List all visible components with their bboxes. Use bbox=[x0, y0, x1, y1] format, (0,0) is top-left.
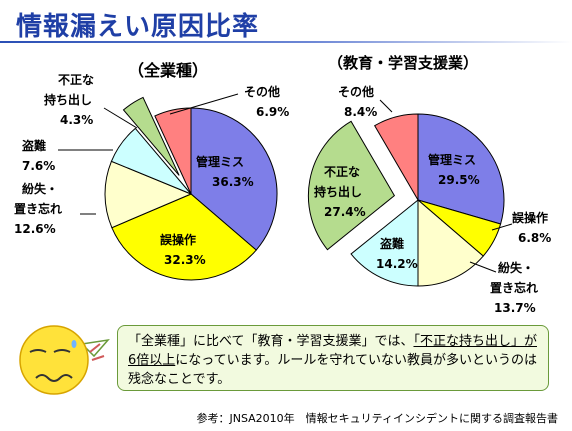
left-slice-gosousa bbox=[111, 193, 257, 281]
left-chart-title: （全業種） bbox=[128, 61, 208, 80]
right-label-sonota-name: その他 bbox=[338, 84, 374, 99]
right-label-fusei-l1: 不正な bbox=[324, 165, 360, 179]
right-label-tounan-val: 14.2% bbox=[376, 257, 418, 271]
source-note: 参考：JNSA2010年 情報セキュリティインシデントに関する調査報告書 bbox=[196, 412, 558, 425]
left-label-sonota-val: 6.9% bbox=[256, 105, 289, 119]
callout-text-highlight: 「不正な持ち出し」が6倍以上 bbox=[128, 334, 537, 368]
right-label-kanri-name: 管理ミス bbox=[428, 152, 476, 167]
left-pie bbox=[104, 96, 278, 281]
right-label-funshitsu-l1: 紛失・ bbox=[498, 260, 534, 275]
left-label-kanri-val: 36.3% bbox=[212, 175, 254, 189]
leader-left-fusei bbox=[103, 107, 138, 129]
right-label-gosousa-name: 誤操作 bbox=[512, 210, 548, 225]
right-slice-tounan bbox=[350, 198, 419, 287]
left-label-tounan-name: 盗難 bbox=[22, 138, 46, 153]
callout-text-part3: になっています。ルールを守れていない教員が多いというのは残念なことです。 bbox=[128, 353, 537, 387]
right-slice-fusei bbox=[307, 120, 396, 251]
right-slice-sonota bbox=[374, 113, 419, 202]
leader-right-gosousa bbox=[491, 223, 513, 231]
callout-box: 「全業種」に比べて「教育・学習支援業」では、「不正な持ち出し」が6倍以上になって… bbox=[117, 325, 549, 391]
right-label-kanri-val: 29.5% bbox=[438, 173, 480, 187]
right-label-fusei-val: 27.4% bbox=[324, 205, 366, 219]
leader-lines bbox=[58, 93, 513, 273]
left-label-sonota-name: その他 bbox=[244, 84, 280, 99]
left-label-tounan-val: 7.6% bbox=[22, 159, 55, 173]
left-label-fusei-val: 4.3% bbox=[60, 113, 93, 127]
right-label-tounan-name: 盗難 bbox=[380, 236, 404, 251]
leader-right-funshitsu bbox=[469, 261, 497, 273]
right-label-gosousa-val: 6.8% bbox=[518, 231, 551, 245]
left-label-funshitsu-l1: 紛失・ bbox=[22, 181, 58, 196]
page-title: 情報漏えい原因比率 bbox=[16, 12, 260, 42]
left-label-fusei-l1: 不正な bbox=[58, 73, 94, 87]
left-label-fusei-l2: 持ち出し bbox=[44, 92, 92, 107]
left-label-funshitsu-l2: 置き忘れ bbox=[14, 201, 62, 216]
right-slice-funshitsu bbox=[417, 198, 484, 287]
right-chart-title: （教育・学習支援業） bbox=[328, 54, 478, 72]
left-slice-fusei bbox=[122, 96, 180, 176]
right-label-fusei-l2: 持ち出し bbox=[314, 184, 362, 199]
mascot-icon bbox=[19, 325, 110, 395]
left-slice-funshitsu bbox=[104, 160, 193, 229]
right-pie bbox=[307, 113, 505, 287]
right-slice-kanri bbox=[417, 113, 505, 225]
left-label-kanri-name: 管理ミス bbox=[196, 154, 244, 169]
leader-left-sonota bbox=[169, 93, 239, 115]
title-divider bbox=[0, 41, 572, 43]
left-slice-tounan bbox=[110, 127, 192, 195]
right-label-funshitsu-l2: 置き忘れ bbox=[490, 280, 538, 295]
callout-text-part1: 「全業種」に比べて「教育・学習支援業」では、 bbox=[128, 334, 414, 349]
left-label-funshitsu-val: 12.6% bbox=[14, 222, 56, 236]
right-label-funshitsu-val: 13.7% bbox=[494, 301, 536, 315]
left-label-gosousa-val: 32.3% bbox=[164, 253, 206, 267]
left-label-gosousa-name: 誤操作 bbox=[160, 232, 196, 247]
leader-right-sonota bbox=[379, 99, 393, 113]
right-label-sonota-val: 8.4% bbox=[344, 105, 377, 119]
left-slice-kanri bbox=[190, 107, 278, 251]
